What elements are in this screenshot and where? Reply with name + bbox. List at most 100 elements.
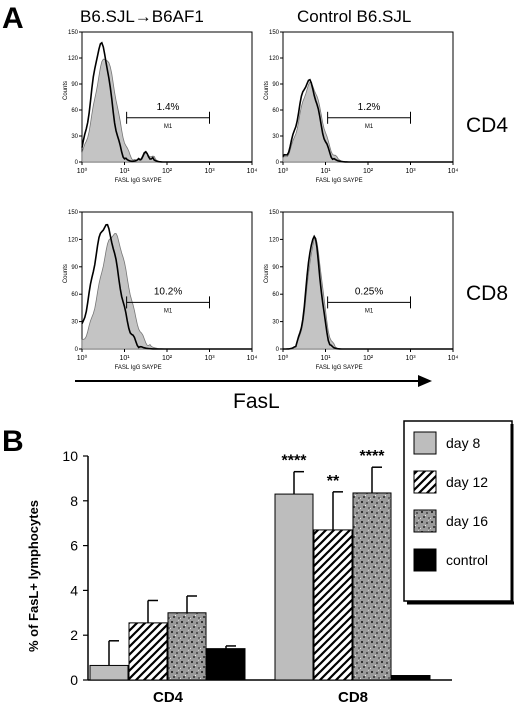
hist-cd4-b6sjl-b6af1: 0 30 60 90 120 150 10⁰ 10¹ 10² 10³ 10⁴ FASL IgG SAY… [63,30,257,184]
histogram-xtick-label: 10¹ [119,355,130,362]
column-title-b6sjl-b6af1: B6.SJL→B6AF1 [80,7,204,26]
hist-cd4-control: 0 30 60 90 120 150 10⁰ 10¹ 10² 10³ 10⁴ FASL IgG SAY… [264,30,458,184]
panel-a-letter: A [2,2,24,35]
histogram-xtick-label: 10⁴ [448,355,459,362]
bar-chart-ytick-label: 8 [70,493,78,509]
histogram-layer: 0 30 60 90 120 150 10⁰ 10¹ 10² 10³ 10⁴ FASL IgG SAY… [63,30,458,371]
significance-annotation: **** [282,453,308,470]
row-label-cd8: CD8 [466,282,508,305]
bar-chart-ytick-label: 6 [70,538,78,554]
bar-chart-ylabel: % of FasL+ lymphocytes [26,500,41,652]
category-label-cd8: CD8 [338,689,368,706]
histogram-ytick-label: 0 [75,347,79,353]
histogram-ytick-label: 60 [272,292,279,298]
bar-cd8-day-12 [313,529,353,681]
legend-swatch-control [413,548,437,572]
histogram-ytick-label: 90 [272,265,279,271]
histogram-xlabel: FASL IgG SAYPE [316,178,363,184]
histogram-ytick-label: 30 [71,320,78,326]
gate-label: M1 [365,124,374,130]
bar-cd8-control [391,675,431,681]
bar-chart-ytick-label: 4 [70,582,78,598]
histogram-ytick-label: 150 [269,210,280,216]
gate-label: M1 [164,124,173,130]
bar-cd4-day-12 [128,622,168,681]
histogram-xtick-label: 10⁴ [448,168,459,175]
bar-chart-ytick-label: 10 [62,448,78,464]
gate-label: M1 [365,308,374,314]
histogram-xtick-label: 10⁰ [278,167,289,175]
histogram-ytick-label: 30 [272,320,279,326]
histogram-xtick-label: 10⁰ [77,167,88,175]
histogram-xtick-label: 10³ [204,355,215,362]
histogram-xtick-label: 10⁴ [247,168,258,175]
bar-cd4-day-8 [89,664,129,681]
category-label-cd4: CD4 [153,689,184,706]
gate-percent: 1.2% [358,102,381,113]
significance-annotation: **** [360,448,386,465]
legend-label-day-16: day 16 [446,513,488,529]
histogram-ylabel: Counts [264,264,270,283]
significance-annotation: ** [327,473,340,490]
histogram-ytick-label: 120 [68,56,79,62]
gate-percent: 1.4% [157,102,180,113]
histogram-ylabel: Counts [264,81,270,100]
gate-percent: 10.2% [154,286,182,297]
histogram-xtick-label: 10³ [204,168,215,175]
bar-cd8-day-16 [352,492,392,681]
bar-chart-legend: day 8 day 12 day 16 control [403,420,514,605]
histogram-ylabel: Counts [63,264,69,283]
legend-swatch-day-12 [413,470,437,494]
histogram-ytick-label: 30 [272,134,279,140]
histogram-ytick-label: 90 [272,82,279,88]
histogram-xlabel: FASL IgG SAYPE [316,365,363,371]
legend-swatch-day-8 [413,431,437,455]
histogram-ytick-label: 150 [68,210,79,216]
bar-group-cd4 [89,595,246,681]
legend-label-day-8: day 8 [446,435,480,451]
histogram-xtick-label: 10⁰ [77,354,88,362]
histogram-xlabel: FASL IgG SAYPE [115,365,162,371]
histogram-ytick-label: 120 [269,56,280,62]
row-label-cd4: CD4 [466,114,508,137]
histogram-xtick-label: 10⁰ [278,354,289,362]
histogram-ytick-label: 90 [71,82,78,88]
panel-b-letter: B [2,425,24,458]
histogram-ytick-label: 60 [272,108,279,114]
histogram-xtick-label: 10³ [405,168,416,175]
hist-cd8-b6sjl-b6af1: 0 30 60 90 120 150 10⁰ 10¹ 10² 10³ 10⁴ FASL IgG SAY… [63,210,257,371]
histogram-xtick-label: 10¹ [119,168,130,175]
fasl-arrow-head [418,375,432,387]
gate-percent: 0.25% [355,286,383,297]
histogram-ytick-label: 150 [68,30,79,36]
histogram-shaded-fill [282,81,453,163]
gate-label: M1 [164,308,173,314]
histogram-ylabel: Counts [63,81,69,100]
histogram-xtick-label: 10¹ [320,168,331,175]
bar-group-cd8: ********** [274,448,431,681]
histogram-ytick-label: 120 [68,237,79,243]
histogram-ytick-label: 60 [71,292,78,298]
histogram-ytick-label: 90 [71,265,78,271]
hist-cd8-control: 0 30 60 90 120 150 10⁰ 10¹ 10² 10³ 10⁴ FASL IgG SAY… [264,210,458,371]
histogram-xtick-label: 10² [162,355,173,362]
histogram-xlabel: FASL IgG SAYPE [115,178,162,184]
bar-cd4-control [206,648,246,681]
histogram-ytick-label: 60 [71,108,78,114]
histogram-xtick-label: 10² [363,168,374,175]
legend-label-control: control [446,552,488,568]
histogram-xtick-label: 10⁴ [247,355,258,362]
legend-label-day-12: day 12 [446,474,488,490]
legend-swatch-day-16 [413,509,437,533]
histogram-ytick-label: 0 [276,347,280,353]
histogram-ytick-label: 150 [269,30,280,36]
bar-cd8-day-8 [274,493,314,681]
bar-chart-ytick-label: 0 [70,672,78,688]
histogram-xtick-label: 10¹ [320,355,331,362]
histogram-ytick-label: 0 [75,160,79,166]
histogram-xtick-label: 10² [363,355,374,362]
column-title-control: Control B6.SJL [297,7,411,26]
fasl-axis-label: FasL [233,390,280,413]
